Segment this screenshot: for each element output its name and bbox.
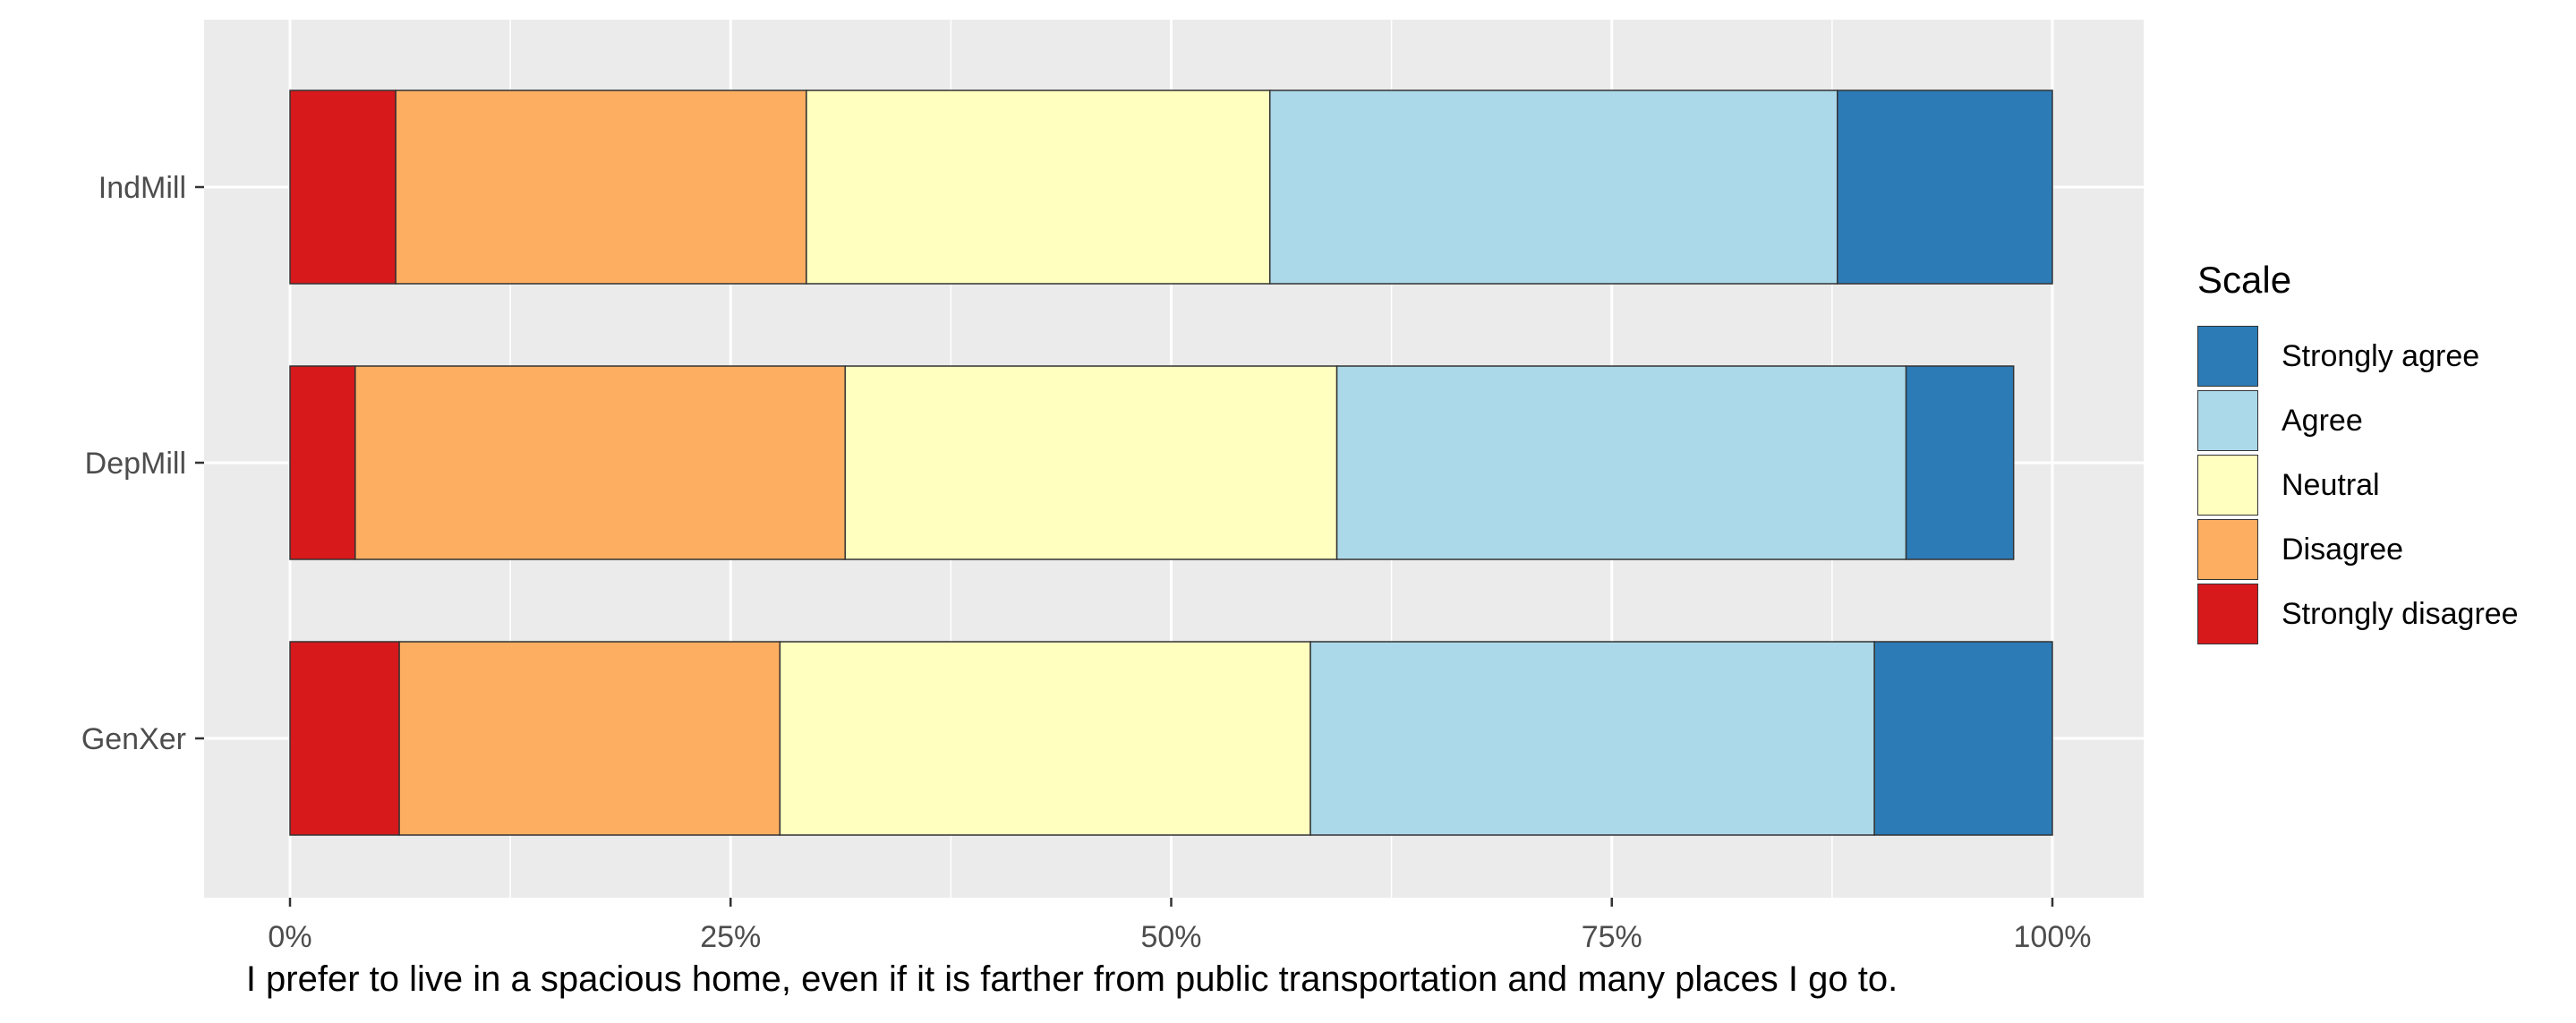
x-axis: 0% 25% 50% 75% 100% (268, 898, 2091, 954)
bar-segment (1873, 641, 2053, 836)
y-tick-label: IndMill (98, 171, 186, 205)
bar-segment (806, 90, 1271, 285)
bar-segment (1335, 365, 1907, 560)
bar-segment (1269, 90, 1838, 285)
legend-label: Strongly agree (2282, 338, 2480, 373)
bar-segment (289, 641, 400, 836)
x-tick-label: 75% (1582, 920, 1642, 954)
bar-segment (395, 90, 807, 285)
legend: Scale Strongly agree Agree Neutral Disagree… (2197, 260, 2519, 646)
bar-segment (779, 641, 1311, 836)
legend-item: Strongly disagree (2197, 582, 2519, 646)
legend-label: Agree (2282, 403, 2363, 438)
legend-item: Strongly agree (2197, 324, 2519, 388)
bar-segment (289, 90, 397, 285)
x-tick-label: 25% (700, 920, 761, 954)
x-tick-label: 100% (2014, 920, 2092, 954)
legend-key (2197, 390, 2258, 451)
legend-item: Neutral (2197, 453, 2519, 517)
bar-segment (844, 365, 1338, 560)
legend-label: Neutral (2282, 467, 2380, 502)
y-tick-label: DepMill (85, 447, 186, 481)
y-tick-label: GenXer (81, 722, 186, 756)
bar-segment (398, 641, 781, 836)
bars (289, 90, 2053, 836)
y-axis: GenXer DepMill IndMill (81, 171, 204, 756)
bar-segment (289, 365, 356, 560)
legend-label: Disagree (2282, 532, 2404, 567)
bar-segment (354, 365, 846, 560)
legend-title: Scale (2197, 259, 2292, 301)
legend-key (2197, 519, 2258, 580)
legend-items: Strongly agree Agree Neutral Disagree Strong… (2197, 324, 2519, 646)
x-axis-label: I prefer to live in a spacious home, eve… (245, 959, 1898, 999)
legend-key (2197, 584, 2258, 644)
bar-segment (1837, 90, 2053, 285)
x-tick-label: 0% (268, 920, 311, 954)
bar-segment (1905, 365, 2015, 560)
bar-segment (1309, 641, 1875, 836)
legend-label: Strongly disagree (2282, 596, 2519, 631)
legend-key (2197, 326, 2258, 387)
legend-item: Agree (2197, 388, 2519, 453)
legend-key (2197, 455, 2258, 516)
legend-item: Disagree (2197, 517, 2519, 582)
x-tick-label: 50% (1140, 920, 1201, 954)
